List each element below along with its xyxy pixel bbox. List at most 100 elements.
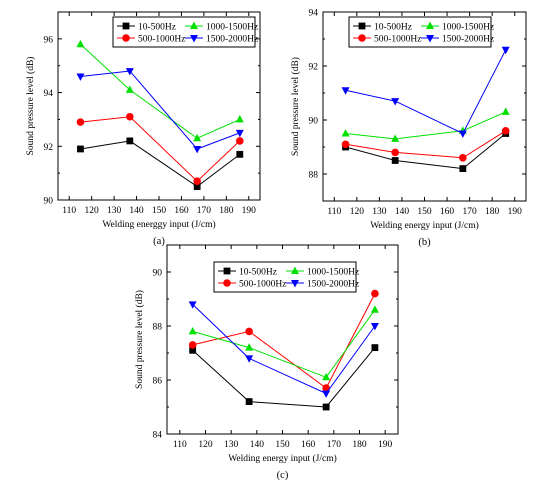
data-point	[391, 157, 399, 164]
legend-swatch-marker	[358, 34, 366, 42]
series-line	[192, 304, 376, 395]
x-tick-label: 110	[62, 206, 76, 216]
data-point	[189, 346, 197, 354]
legend-label: 500-1000Hz	[374, 35, 422, 45]
legend: 10-500Hz 1000-1500Hz 500-1000Hz 1500-2000Hz	[112, 16, 258, 48]
data-point	[235, 129, 244, 138]
legend: 10-500Hz 1000-1500Hz 500-1000Hz 1500-2000Hz	[348, 16, 494, 48]
y-tick-label: 88	[153, 323, 163, 333]
legend-label: 1000-1500Hz	[442, 23, 494, 33]
series-line	[345, 111, 506, 140]
x-axis-label: Welding energy input (J/cm)	[370, 220, 479, 231]
series-line	[192, 347, 376, 408]
x-tick-label: 110	[173, 440, 187, 450]
x-tick-label: 150	[417, 207, 432, 217]
data-point	[77, 145, 84, 153]
data-point	[501, 46, 510, 55]
x-tick-label: 120	[85, 206, 100, 216]
legend-label: 10-500Hz	[239, 268, 277, 278]
x-tick-label: 140	[395, 207, 410, 217]
x-tick-label: 150	[275, 440, 290, 450]
y-tick-label: 86	[153, 377, 163, 387]
x-tick-label: 190	[508, 207, 523, 217]
x-tick-label: 180	[219, 206, 234, 216]
y-tick-label: 88	[309, 171, 319, 181]
legend-box	[348, 16, 492, 48]
x-tick-label: 140	[250, 440, 265, 450]
data-point	[391, 98, 400, 106]
panel-label: (b)	[418, 237, 431, 248]
legend-label: 10-500Hz	[138, 23, 176, 33]
legend-swatch-marker	[223, 267, 231, 275]
panel-label: (a)	[153, 236, 165, 247]
data-point	[76, 39, 85, 48]
data-point	[322, 403, 330, 411]
legend: 10-500Hz 1000-1500Hz 500-1000Hz 1500-2000Hz	[213, 261, 359, 293]
x-tick-label: 140	[129, 206, 144, 216]
data-point	[371, 289, 379, 298]
data-point	[501, 107, 510, 115]
chart-panel-3: 110 120 130 140 150 160 170 180 190 84 86 88 90 Weldi…	[134, 244, 399, 480]
legend-label: 500-1000Hz	[138, 35, 186, 45]
data-point	[188, 301, 197, 309]
y-axis-label: Sound pressure level (dB)	[25, 57, 36, 156]
legend-swatch-marker	[426, 35, 434, 43]
data-point	[341, 140, 350, 149]
legend-swatch-marker	[426, 21, 434, 29]
data-point	[391, 134, 400, 142]
data-point	[322, 372, 331, 381]
legend-label: 1500-2000Hz	[442, 35, 494, 45]
legend-box	[112, 16, 256, 48]
x-tick-label: 130	[224, 440, 239, 450]
data-point	[371, 344, 379, 351]
legend-label: 1000-1500Hz	[307, 268, 359, 278]
chart-panel-1: 110 120 130 140 150 160 170 180 190 90 92 94 96 Weldi…	[25, 11, 261, 247]
panel-label: (c)	[277, 470, 289, 480]
data-point	[322, 384, 330, 392]
x-tick-label: 190	[242, 206, 257, 216]
x-tick-label: 120	[198, 440, 213, 450]
legend-swatch-marker	[223, 279, 231, 287]
series-line	[80, 140, 241, 188]
x-tick-label: 120	[350, 207, 365, 217]
y-axis-label: Sound pressure level (dB)	[290, 57, 301, 156]
y-tick-label: 92	[309, 63, 319, 73]
x-axis-label: Welding energy input (J/cm)	[228, 453, 337, 464]
x-tick-label: 130	[372, 207, 387, 217]
x-tick-label: 150	[152, 206, 167, 216]
x-axis-label: Welding energgy input (J/cm)	[102, 219, 215, 230]
data-point	[193, 145, 202, 154]
legend-swatch-marker	[291, 280, 299, 288]
legend-label: 10-500Hz	[374, 23, 412, 33]
data-point	[245, 355, 254, 363]
y-tick-label: 90	[309, 117, 319, 127]
series-line	[345, 49, 507, 135]
legend-swatch-marker	[291, 266, 299, 274]
data-point	[370, 305, 379, 313]
data-point	[391, 148, 399, 157]
data-point	[322, 390, 331, 398]
data-point	[459, 165, 467, 172]
data-point	[188, 341, 197, 349]
x-tick-label: 170	[327, 440, 342, 450]
x-tick-label: 180	[352, 440, 367, 450]
y-axis-label: Sound pressure level (dB)	[134, 290, 145, 389]
x-tick-label: 170	[197, 206, 212, 216]
x-tick-label: 170	[462, 207, 477, 217]
data-point	[188, 327, 197, 335]
x-tick-label: 110	[327, 207, 341, 217]
legend-swatch-marker	[190, 21, 198, 29]
series-line	[80, 70, 240, 150]
y-tick-label: 96	[44, 35, 54, 45]
legend-swatch-marker	[190, 35, 198, 43]
data-point	[370, 323, 379, 331]
data-point	[125, 68, 134, 76]
data-point	[76, 118, 85, 126]
series-line	[192, 309, 376, 378]
x-tick-label: 130	[107, 206, 122, 216]
data-point	[193, 183, 201, 190]
data-point	[236, 150, 244, 158]
data-point	[501, 127, 510, 135]
legend-label: 1500-2000Hz	[307, 280, 359, 290]
